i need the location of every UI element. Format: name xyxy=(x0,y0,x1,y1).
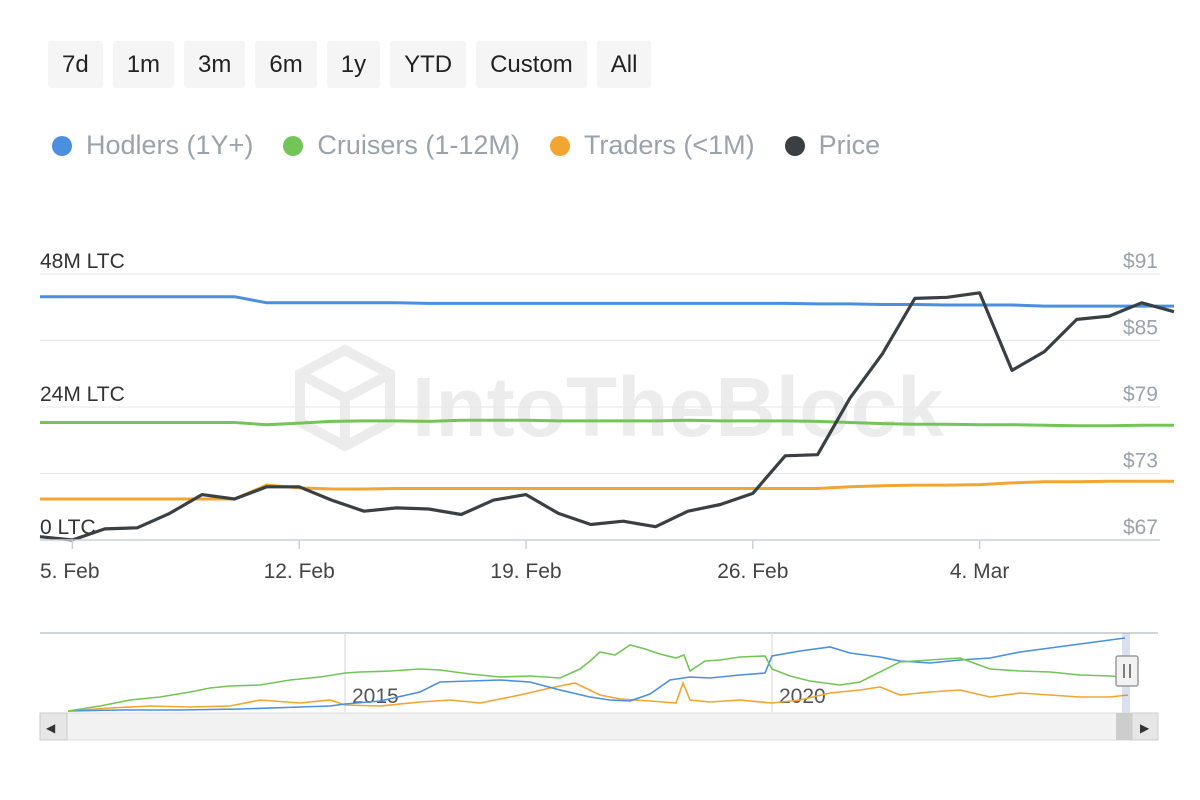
left-axis-tick-label: 48M LTC xyxy=(40,250,125,273)
legend-dot-traders xyxy=(549,135,570,156)
scrollbar-left-arrow-icon: ◀ xyxy=(46,721,56,735)
legend-item-traders[interactable]: Traders (<1M) xyxy=(549,130,755,161)
navigator-line-traders xyxy=(67,680,1129,712)
right-axis-tick-label: $85 xyxy=(1123,317,1158,340)
legend-item-price[interactable]: Price xyxy=(784,130,881,161)
series-line-hodlers xyxy=(40,295,1174,308)
x-axis-tick-label: 19. Feb xyxy=(490,560,561,583)
legend-label-cruisers: Cruisers (1-12M) xyxy=(317,130,520,160)
x-axis-tick-label: 26. Feb xyxy=(717,560,788,583)
series-line-cruisers xyxy=(40,418,1174,428)
legend-dot-cruisers xyxy=(283,135,304,156)
x-axis-tick-label: 5. Feb xyxy=(40,560,100,583)
scrollbar-track[interactable] xyxy=(39,712,1159,741)
legend-dot-hodlers xyxy=(52,135,72,156)
navigator-label-2020: 2020 xyxy=(779,685,826,708)
scrollbar-right-arrow-icon: ▶ xyxy=(1140,721,1150,735)
x-axis-tick-label: 4. Mar xyxy=(950,560,1010,583)
legend-label-traders: Traders (<1M) xyxy=(583,130,755,160)
chart-legend: Hodlers (1Y+) Cruisers (1-12M) Traders (… xyxy=(52,130,880,161)
range-button-1m[interactable]: 1m xyxy=(112,41,175,88)
series-lines xyxy=(39,291,1175,542)
range-button-all[interactable]: All xyxy=(596,41,652,88)
scrollbar: ◀ ▶ xyxy=(39,712,1159,741)
x-axis: 5. Feb 12. Feb 19. Feb 26. Feb 4. Mar xyxy=(40,539,1160,583)
right-axis-tick-label: $73 xyxy=(1123,450,1158,473)
left-axis-tick-label: 0 LTC xyxy=(40,516,96,539)
range-button-ytd[interactable]: YTD xyxy=(390,41,467,88)
right-axis-ticks: $91 $85 $79 $73 $67 xyxy=(1123,250,1158,539)
watermark-logo-icon xyxy=(295,344,395,452)
scrollbar-right-button[interactable] xyxy=(1131,712,1159,741)
scrollbar-thumb[interactable] xyxy=(1116,713,1132,740)
legend-dot-price xyxy=(784,135,805,156)
scrollbar-left-button[interactable] xyxy=(39,712,68,741)
legend-item-cruisers[interactable]: Cruisers (1-12M) xyxy=(283,130,520,161)
navigator-handle-right[interactable] xyxy=(1115,655,1139,687)
navigator-line-hodlers xyxy=(67,637,1126,712)
right-axis-tick-label: $91 xyxy=(1123,250,1158,273)
right-axis-tick-label: $79 xyxy=(1123,383,1158,406)
left-axis-tick-label: 24M LTC xyxy=(40,383,125,406)
range-button-6m[interactable]: 6m xyxy=(255,41,317,88)
range-button-7d[interactable]: 7d xyxy=(48,41,103,88)
series-line-price xyxy=(39,291,1175,542)
range-selector: 7d 1m 3m 6m 1y YTD Custom All xyxy=(48,41,652,88)
navigator: 2015 2020 xyxy=(40,632,1158,713)
legend-label-hodlers: Hodlers (1Y+) xyxy=(86,130,254,160)
range-button-custom[interactable]: Custom xyxy=(476,41,587,88)
navigator-line-cruisers xyxy=(67,644,1126,712)
right-axis-tick-label: $67 xyxy=(1123,516,1158,539)
legend-label-price: Price xyxy=(818,130,881,160)
range-button-1y[interactable]: 1y xyxy=(326,41,381,88)
x-axis-tick-label: 12. Feb xyxy=(264,560,335,583)
legend-item-hodlers[interactable]: Hodlers (1Y+) xyxy=(52,130,253,161)
left-axis-ticks: 48M LTC 24M LTC 0 LTC xyxy=(40,250,125,539)
range-button-3m[interactable]: 3m xyxy=(184,41,246,88)
